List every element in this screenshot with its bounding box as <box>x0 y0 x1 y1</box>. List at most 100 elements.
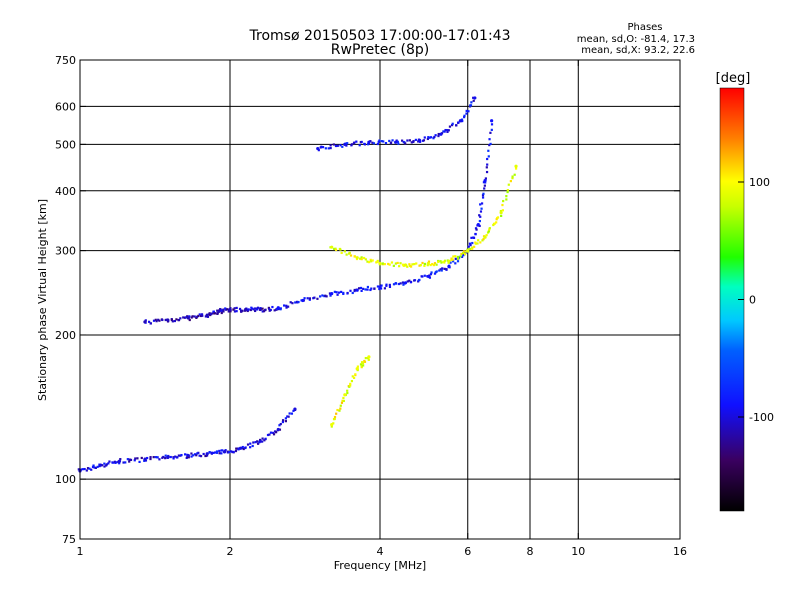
data-point <box>144 319 147 322</box>
data-series <box>316 96 477 152</box>
data-point <box>485 166 488 169</box>
data-point <box>476 222 480 227</box>
data-point <box>384 141 388 145</box>
data-point <box>485 234 488 237</box>
data-point <box>327 147 330 150</box>
grid-lines <box>80 60 680 539</box>
data-point <box>396 261 399 265</box>
data-point <box>337 291 341 294</box>
data-point <box>439 268 442 271</box>
data-point <box>370 287 373 290</box>
data-point <box>289 301 292 304</box>
data-point <box>455 124 458 127</box>
data-point <box>192 454 195 457</box>
data-point <box>419 264 422 267</box>
data-point <box>208 450 211 454</box>
data-point <box>488 227 491 230</box>
data-point <box>430 271 433 274</box>
data-point <box>499 211 503 215</box>
chart-title: Tromsø 20150503 17:00:00-17:01:43 <box>249 28 511 44</box>
data-point <box>478 214 481 217</box>
data-point <box>488 138 491 141</box>
data-point <box>108 460 111 463</box>
data-point <box>366 285 370 289</box>
data-point <box>355 288 359 292</box>
data-point <box>340 290 343 293</box>
data-point <box>254 309 257 313</box>
data-point <box>198 454 201 457</box>
data-point <box>505 198 508 201</box>
data-point <box>423 262 426 266</box>
data-point <box>138 460 141 464</box>
data-point <box>352 142 356 145</box>
data-point <box>335 291 338 294</box>
data-point <box>495 218 498 221</box>
data-point <box>469 244 472 247</box>
data-point <box>330 245 334 249</box>
data-point <box>392 264 395 267</box>
colorbar: [deg] 100 0 -100 <box>716 71 774 512</box>
data-point <box>446 129 449 132</box>
data-point <box>439 132 443 136</box>
x-tick-label: 6 <box>464 545 471 558</box>
data-point <box>184 316 187 319</box>
data-point <box>330 291 334 296</box>
data-point <box>182 316 185 319</box>
data-point <box>427 136 430 139</box>
data-point <box>366 288 369 291</box>
data-point <box>333 417 336 421</box>
data-point <box>162 455 165 459</box>
data-point <box>473 245 476 248</box>
data-point <box>371 141 374 144</box>
data-point <box>250 306 253 309</box>
data-point <box>278 428 282 431</box>
data-point <box>484 181 487 184</box>
data-point <box>278 424 281 427</box>
data-point <box>381 262 384 265</box>
data-point <box>388 285 392 289</box>
data-point <box>93 466 96 469</box>
data-point <box>489 131 492 134</box>
data-point <box>511 177 514 180</box>
data-point <box>401 281 405 284</box>
data-point <box>193 453 197 456</box>
data-point <box>334 144 338 148</box>
data-point <box>465 250 468 253</box>
legend-line-x: mean, sd,X: 93.2, 22.6 <box>581 45 695 56</box>
data-point <box>313 296 316 299</box>
data-point <box>158 458 161 461</box>
data-point <box>376 142 379 146</box>
data-point <box>175 456 179 459</box>
data-point <box>156 456 159 459</box>
data-point <box>118 462 121 465</box>
data-point <box>297 300 300 304</box>
data-point <box>186 453 190 458</box>
data-point <box>371 259 374 262</box>
data-point <box>417 280 420 283</box>
data-point <box>117 459 122 463</box>
data-point <box>360 289 363 293</box>
data-point <box>408 139 411 142</box>
data-series <box>143 305 280 325</box>
data-point <box>444 128 447 132</box>
data-point <box>467 110 470 113</box>
data-point <box>392 283 396 286</box>
data-point <box>433 262 437 265</box>
data-point <box>443 259 447 262</box>
data-point <box>341 399 344 402</box>
data-point <box>333 415 337 419</box>
data-point <box>479 203 482 206</box>
data-point <box>413 263 416 266</box>
data-point <box>103 462 106 465</box>
data-point <box>359 286 363 290</box>
data-point <box>279 422 282 426</box>
data-point <box>218 449 221 453</box>
data-point <box>287 305 290 308</box>
data-point <box>224 449 227 452</box>
data-point <box>152 456 155 459</box>
data-point <box>262 310 266 313</box>
data-point <box>356 365 359 368</box>
data-point <box>252 308 255 311</box>
data-point <box>396 140 399 143</box>
data-point <box>418 140 422 143</box>
